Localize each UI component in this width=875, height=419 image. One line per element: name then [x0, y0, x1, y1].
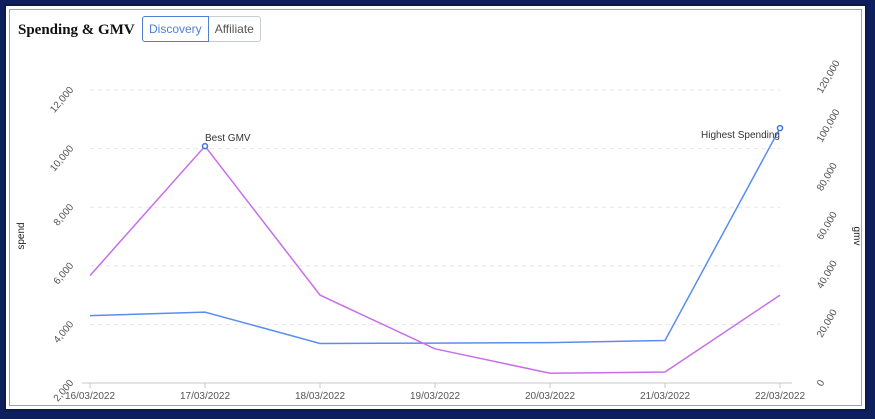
y-tick-label: 4,000	[52, 319, 77, 346]
y2-tick-label: 60,000	[815, 210, 840, 242]
y2-tick-label: 100,000	[815, 107, 843, 144]
page-title: Spending & GMV	[18, 22, 135, 38]
y2-tick-label: 120,000	[815, 58, 843, 95]
y-tick-label: 8,000	[52, 202, 77, 229]
x-tick-label: 22/03/2022	[755, 391, 805, 402]
y-axis-label: spend	[16, 222, 27, 249]
y2-tick-label: 80,000	[815, 161, 840, 193]
x-tick-label: 20/03/2022	[525, 391, 575, 402]
tab-group: Discovery Affiliate	[142, 16, 261, 42]
annotation-point	[776, 124, 784, 132]
x-tick-label: 16/03/2022	[65, 391, 115, 402]
x-tick-label: 21/03/2022	[640, 391, 690, 402]
y-tick-label: 12,000	[48, 85, 76, 116]
series-line-1	[89, 144, 781, 374]
x-tick-label: 17/03/2022	[180, 391, 230, 402]
series-line-0	[89, 127, 781, 345]
tab-discovery[interactable]: Discovery	[142, 16, 209, 42]
y2-tick-label: 20,000	[815, 307, 840, 339]
annotation-label: Best GMV	[205, 133, 251, 144]
y2-tick-label: 40,000	[815, 258, 840, 290]
y2-tick-label: 0	[815, 378, 828, 389]
y-tick-label: 6,000	[52, 260, 77, 287]
y2-axis-label: gmv	[851, 227, 862, 246]
annotation-label: Highest Spending	[701, 130, 780, 141]
tab-affiliate[interactable]: Affiliate	[208, 16, 261, 42]
x-tick-label: 19/03/2022	[410, 391, 460, 402]
y-tick-label: 10,000	[48, 143, 76, 174]
x-tick-label: 18/03/2022	[295, 391, 345, 402]
annotation-point	[201, 142, 209, 150]
